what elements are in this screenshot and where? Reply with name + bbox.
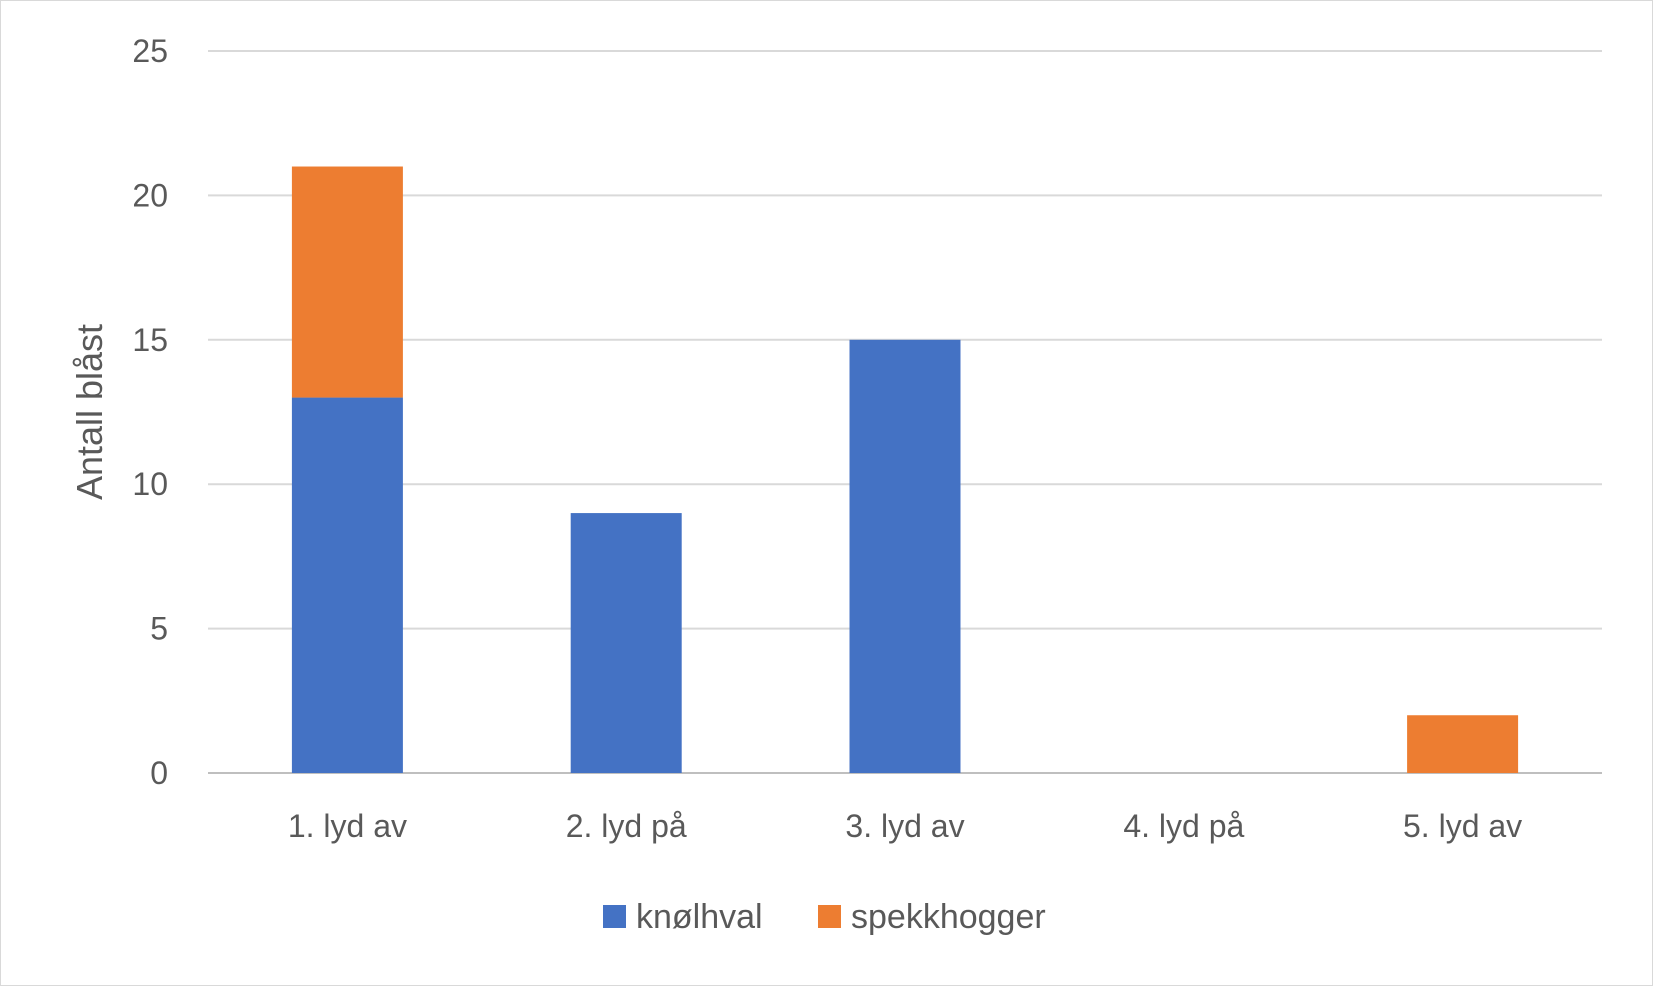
legend-swatch-1	[603, 905, 626, 928]
y-axis-title: Antall blåst	[69, 324, 110, 500]
bar-5-series-2	[1407, 715, 1519, 773]
y-tick-label: 15	[132, 322, 168, 358]
legend-label-1: knølhval	[636, 898, 763, 936]
y-tick-label: 0	[150, 755, 168, 791]
y-tick-label: 20	[132, 177, 168, 213]
gridlines	[208, 50, 1602, 774]
legend-label-2: spekkhogger	[851, 898, 1046, 936]
x-tick-label: 1. lyd av	[288, 808, 407, 844]
y-axis-ticks: 0 5 10 15 20 25	[132, 33, 168, 791]
bar-2-series-1	[570, 513, 682, 773]
x-tick-label: 3. lyd av	[845, 808, 964, 844]
x-tick-label: 4. lyd på	[1123, 808, 1244, 844]
legend: knølhval spekkhogger	[603, 898, 1046, 936]
bar-3-series-1	[849, 339, 961, 773]
x-tick-label: 5. lyd av	[1403, 808, 1522, 844]
x-axis-ticks: 1. lyd av 2. lyd på 3. lyd av 4. lyd på 5. l…	[288, 808, 1522, 844]
y-tick-label: 25	[132, 33, 168, 69]
y-tick-label: 5	[150, 611, 168, 647]
y-tick-label: 10	[132, 466, 168, 502]
x-tick-label: 2. lyd på	[566, 808, 687, 844]
bar-1-series-2	[291, 166, 403, 398]
bar-1-series-1	[291, 397, 403, 773]
legend-swatch-2	[818, 905, 841, 928]
bars	[291, 166, 1519, 773]
